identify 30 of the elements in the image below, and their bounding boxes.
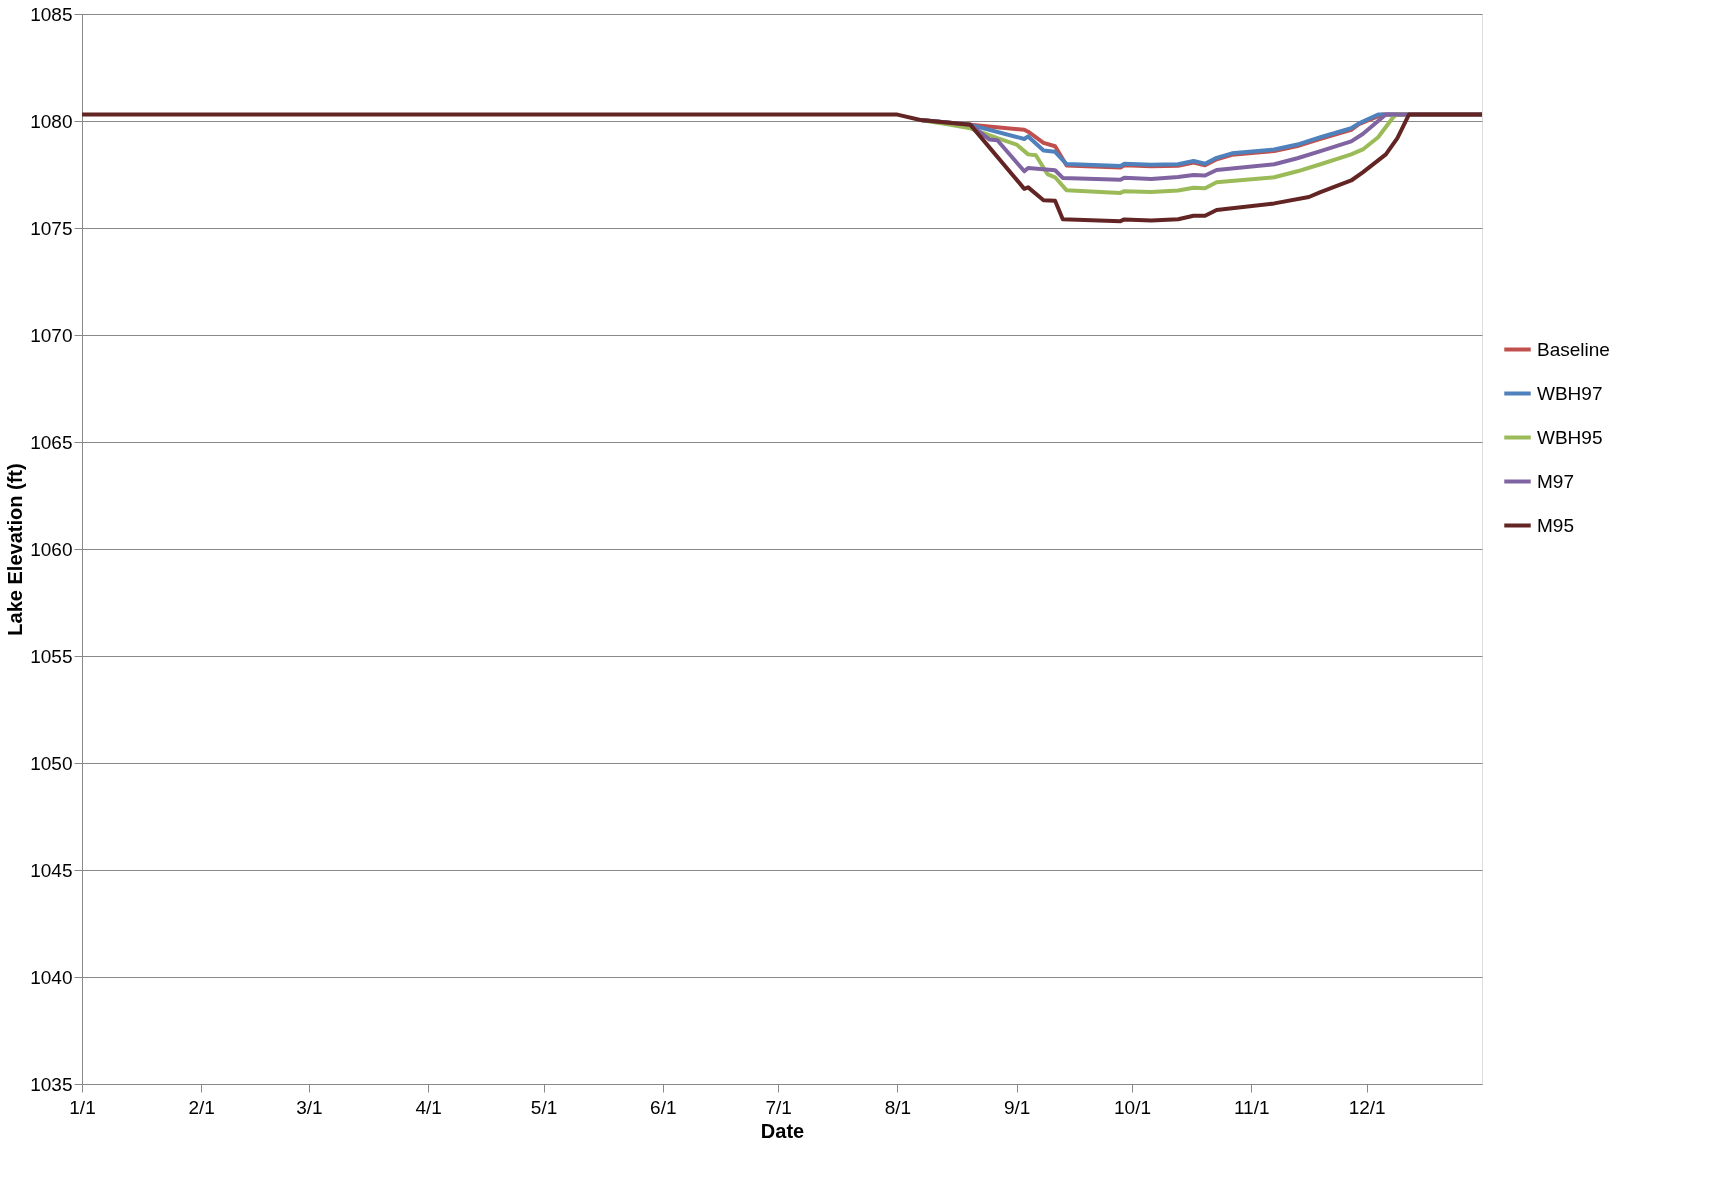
x-tick-label: 3/1 <box>296 1096 323 1118</box>
x-tick-label: 1/1 <box>69 1096 96 1118</box>
x-tick-label: 7/1 <box>765 1096 792 1118</box>
x-tick-label: 12/1 <box>1348 1096 1386 1118</box>
x-tick-label: 10/1 <box>1114 1096 1151 1118</box>
y-tick-label: 1080 <box>30 110 73 132</box>
x-tick-label: 8/1 <box>884 1096 912 1118</box>
y-tick-label: 1075 <box>30 217 73 239</box>
y-axis-title: Lake Elevation (ft) <box>4 463 27 636</box>
x-axis-title: Date <box>760 1119 805 1142</box>
y-tick-label: 1045 <box>30 859 73 881</box>
y-tick-label: 1085 <box>30 3 73 25</box>
y-tick-label: 1070 <box>30 324 73 346</box>
y-tick-label: 1065 <box>30 431 73 453</box>
x-tick-label: 2/1 <box>188 1096 215 1118</box>
legend-label: WBH95 <box>1537 426 1603 448</box>
legend-label: M97 <box>1537 470 1574 492</box>
x-tick-label: 5/1 <box>530 1096 558 1118</box>
legend-label: Baseline <box>1537 338 1610 360</box>
x-tick-label: 4/1 <box>415 1096 442 1118</box>
y-tick-label: 1050 <box>30 752 73 774</box>
y-tick-label: 1060 <box>30 538 73 560</box>
x-tick-label: 11/1 <box>1233 1096 1270 1118</box>
legend-label: M95 <box>1537 514 1574 536</box>
x-tick-label: 6/1 <box>650 1096 677 1118</box>
y-tick-label: 1040 <box>30 966 73 988</box>
x-tick-label: 9/1 <box>1003 1096 1031 1118</box>
y-tick-label: 1055 <box>30 645 73 667</box>
legend-label: WBH97 <box>1537 382 1603 404</box>
y-tick-label: 1035 <box>30 1073 73 1095</box>
